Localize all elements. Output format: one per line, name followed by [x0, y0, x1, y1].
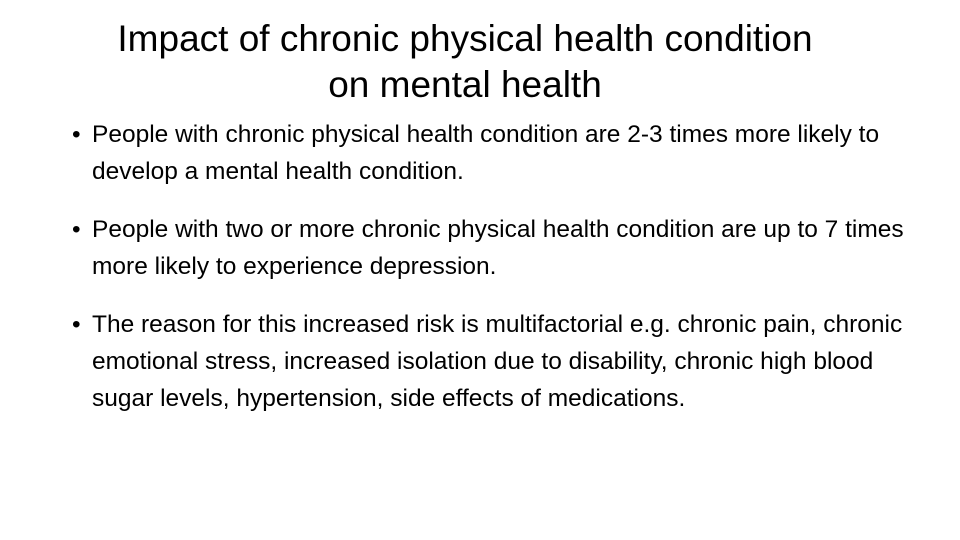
slide-title: Impact of chronic physical health condit… — [40, 16, 890, 108]
bullet-icon: • — [72, 121, 81, 148]
bullet-item: • People with chronic physical health con… — [72, 116, 912, 190]
bullet-text: People with chronic physical health cond… — [92, 121, 880, 185]
bullet-item: • People with two or more chronic physica… — [72, 211, 912, 285]
bullet-text: The reason for this increased risk is mu… — [92, 311, 903, 412]
bullet-icon: • — [72, 311, 81, 338]
bullet-list: • People with chronic physical health con… — [72, 116, 912, 438]
bullet-text: People with two or more chronic physical… — [92, 216, 904, 280]
title-line: Impact of chronic physical health condit… — [117, 18, 813, 59]
bullet-item: • The reason for this increased risk is m… — [72, 306, 912, 417]
title-line: on mental health — [328, 64, 602, 105]
bullet-icon: • — [72, 216, 81, 243]
